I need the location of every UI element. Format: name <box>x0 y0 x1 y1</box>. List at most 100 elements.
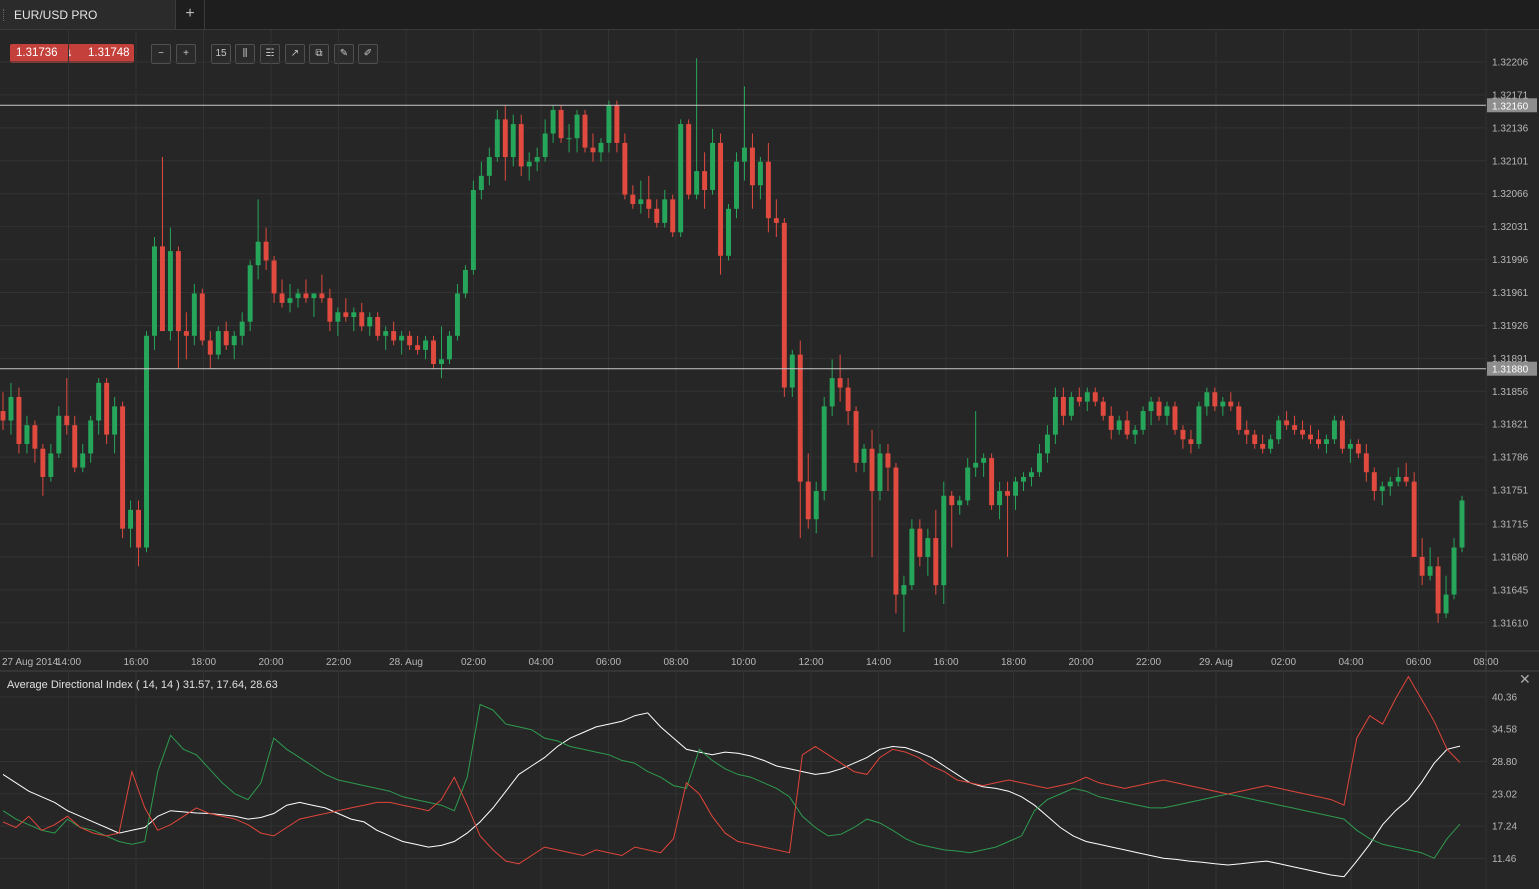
time-tick-label: 20:00 <box>1068 657 1093 668</box>
candle-body <box>981 458 987 463</box>
level-label-bg <box>1487 361 1537 376</box>
price-tick-label: 1.31961 <box>1492 288 1529 299</box>
chart-type-icon: ⫼ <box>242 48 248 59</box>
candle-body <box>1347 444 1353 449</box>
candle-body <box>478 175 484 190</box>
candle-body <box>805 481 811 520</box>
candle-body <box>646 199 652 209</box>
candle-body <box>1236 406 1242 430</box>
candle-body <box>1188 439 1194 444</box>
indicator-tick-label: 40.36 <box>1492 692 1517 703</box>
time-tick-label: 04:00 <box>1338 657 1363 668</box>
zoom-out-button[interactable]: − <box>151 44 171 64</box>
candle-body <box>765 161 771 219</box>
candle-body <box>136 509 142 548</box>
indicators-icon: ☰ <box>265 48 275 59</box>
candle-body <box>662 199 668 223</box>
tab-bar: EUR/USD PRO + <box>0 0 1539 30</box>
candle-body <box>462 269 468 294</box>
candle-body <box>88 420 94 454</box>
draw-icon: ✎ <box>339 48 349 59</box>
time-tick-label: 22:00 <box>326 657 351 668</box>
candle-body <box>789 354 795 388</box>
candle-body <box>574 114 580 139</box>
candle-body <box>8 396 14 421</box>
candle-body <box>407 335 413 346</box>
candle-body <box>741 147 747 162</box>
candle-body <box>1292 425 1298 430</box>
candle-body <box>813 491 819 520</box>
candle-body <box>1100 401 1106 416</box>
candle-body <box>199 293 205 341</box>
candle-body <box>255 241 261 266</box>
candle-body <box>183 331 189 336</box>
add-tab-button[interactable]: + <box>176 0 205 29</box>
candle-body <box>502 119 508 158</box>
candle-body <box>1371 472 1377 492</box>
candle-body <box>64 415 70 426</box>
price-tick-label: 1.32206 <box>1492 57 1529 68</box>
candle-body <box>375 316 381 336</box>
candle-body <box>1060 396 1066 416</box>
pen-button[interactable]: ✐ <box>358 44 378 64</box>
time-tick-label: 06:00 <box>596 657 621 668</box>
time-tick-label: 16:00 <box>123 657 148 668</box>
candle-body <box>1029 472 1034 477</box>
candle-body <box>271 260 277 294</box>
candle-body <box>710 142 716 190</box>
zoom-in-button[interactable]: + <box>176 44 196 64</box>
time-tick-label: 29. Aug <box>1199 657 1233 668</box>
candle-body <box>526 161 532 167</box>
candle-body <box>72 425 78 468</box>
candle-body <box>383 331 389 336</box>
timeframe-button[interactable]: 15 <box>211 44 231 64</box>
studies-button[interactable]: ↗ <box>285 44 305 64</box>
price-tick-label: 1.31821 <box>1492 420 1529 431</box>
close-indicator-button[interactable]: ✕ <box>1519 671 1531 687</box>
candle-body <box>566 138 572 140</box>
candle-body <box>40 448 46 477</box>
candle-body <box>263 241 269 261</box>
compare-button[interactable]: ⧉ <box>309 44 329 64</box>
time-tick-label: 04:00 <box>528 657 553 668</box>
candle-body <box>1379 486 1385 492</box>
candle-body <box>231 335 237 346</box>
indicators-button[interactable]: ☰ <box>260 44 280 64</box>
candle-body <box>614 105 620 143</box>
arrow-down-icon: ↓ <box>67 47 73 59</box>
candle-body <box>909 528 915 586</box>
pen-icon: ✐ <box>363 48 373 59</box>
price-tick-label: 1.31645 <box>1492 585 1529 596</box>
level-label: 1.32160 <box>1492 101 1529 112</box>
candle-body <box>678 124 684 233</box>
indicator-tick-label: 28.80 <box>1492 757 1517 768</box>
drag-grip-icon[interactable] <box>3 9 6 21</box>
price-tick-label: 1.31926 <box>1492 321 1529 332</box>
price-tick-label: 1.32031 <box>1492 222 1529 233</box>
candle-body <box>821 406 827 492</box>
candle-body <box>510 124 516 158</box>
candle-body <box>957 500 963 506</box>
draw-button[interactable]: ✎ <box>334 44 354 64</box>
candle-body <box>1427 566 1433 576</box>
price-tick-label: 1.31891 <box>1492 354 1529 365</box>
quote-badge[interactable]: 1.31736 ↓ 1.31748 <box>10 44 134 63</box>
time-tick-label: 20:00 <box>258 657 283 668</box>
candle-body <box>1435 566 1441 614</box>
candle-body <box>167 251 173 332</box>
zoom-in-icon: + <box>183 48 189 59</box>
candle-body <box>247 265 253 322</box>
candle-body <box>399 335 405 341</box>
candle-body <box>454 293 460 336</box>
tab-eurusd-pro[interactable]: EUR/USD PRO <box>0 0 176 29</box>
candle-body <box>423 340 429 350</box>
zoom-out-icon: − <box>158 48 164 59</box>
candle-body <box>933 538 939 586</box>
candle-body <box>431 340 436 365</box>
chart-type-button[interactable]: ⫼ <box>235 44 255 64</box>
candle-body <box>542 133 548 158</box>
candle-body <box>1363 453 1369 473</box>
candle-body <box>215 331 221 355</box>
candle-body <box>1316 439 1321 444</box>
